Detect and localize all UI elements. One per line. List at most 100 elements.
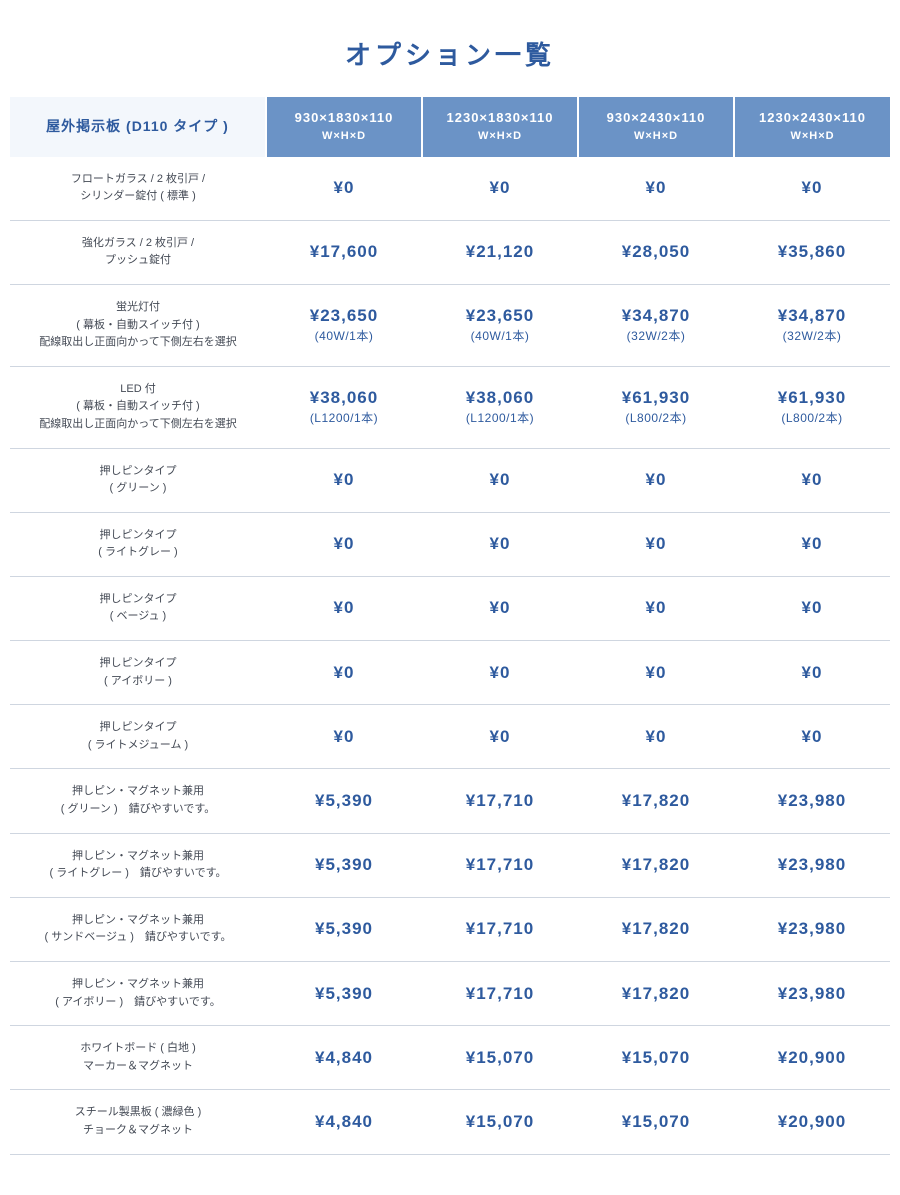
price-cell: ¥17,820 xyxy=(578,897,734,961)
price-cell: ¥20,900 xyxy=(734,1026,890,1090)
price-subtext: (L1200/1本) xyxy=(270,409,418,426)
price-value: ¥23,650 xyxy=(466,306,534,325)
table-row: ホワイトボード ( 白地 )マーカー＆マグネット¥4,840¥15,070¥15… xyxy=(10,1026,890,1090)
price-value: ¥0 xyxy=(334,663,355,682)
price-value: ¥17,820 xyxy=(622,919,690,938)
price-value: ¥21,120 xyxy=(466,242,534,261)
row-label: 押しピンタイプ( ライトメジューム ) xyxy=(10,705,266,769)
price-cell: ¥28,050 xyxy=(578,220,734,284)
header-col-0: 930×1830×110 W×H×D xyxy=(266,97,422,157)
header-col-3: 1230×2430×110 W×H×D xyxy=(734,97,890,157)
price-cell: ¥0 xyxy=(422,448,578,512)
price-cell: ¥17,820 xyxy=(578,833,734,897)
row-label: スチール製黒板 ( 濃緑色 )チョーク＆マグネット xyxy=(10,1090,266,1154)
price-value: ¥0 xyxy=(646,598,667,617)
price-cell: ¥17,710 xyxy=(422,897,578,961)
price-cell: ¥0 xyxy=(422,512,578,576)
price-cell: ¥17,710 xyxy=(422,962,578,1026)
header-col-whd: W×H×D xyxy=(271,129,417,144)
price-value: ¥0 xyxy=(802,534,823,553)
price-cell: ¥17,710 xyxy=(422,769,578,833)
price-cell: ¥38,060 (L1200/1本) xyxy=(422,366,578,448)
price-value: ¥0 xyxy=(802,178,823,197)
price-cell: ¥0 xyxy=(266,705,422,769)
price-subtext: (40W/1本) xyxy=(270,327,418,344)
price-cell: ¥15,070 xyxy=(422,1090,578,1154)
price-cell: ¥0 xyxy=(734,512,890,576)
price-cell: ¥0 xyxy=(422,157,578,221)
price-cell: ¥0 xyxy=(578,705,734,769)
price-subtext: (L800/2本) xyxy=(582,409,730,426)
price-cell: ¥0 xyxy=(734,641,890,705)
price-cell: ¥0 xyxy=(422,705,578,769)
price-value: ¥35,860 xyxy=(778,242,846,261)
row-label: 押しピン・マグネット兼用( アイボリー ) 錆びやすいです。 xyxy=(10,962,266,1026)
price-value: ¥38,060 xyxy=(466,388,534,407)
price-value: ¥0 xyxy=(490,598,511,617)
price-cell: ¥17,600 xyxy=(266,220,422,284)
price-value: ¥15,070 xyxy=(622,1112,690,1131)
price-cell: ¥61,930(L800/2本) xyxy=(734,366,890,448)
price-value: ¥4,840 xyxy=(315,1112,373,1131)
price-cell: ¥23,980 xyxy=(734,833,890,897)
row-label: 強化ガラス / 2 枚引戸 /プッシュ錠付 xyxy=(10,220,266,284)
row-label: 押しピン・マグネット兼用( グリーン ) 錆びやすいです。 xyxy=(10,769,266,833)
table-row: LED 付( 幕板・自動スイッチ付 )配線取出し正面向かって下側左右を選択¥38… xyxy=(10,366,890,448)
price-cell: ¥5,390 xyxy=(266,833,422,897)
price-value: ¥0 xyxy=(646,470,667,489)
price-cell: ¥17,820 xyxy=(578,962,734,1026)
price-cell: ¥15,070 xyxy=(578,1090,734,1154)
header-col-dims: 1230×2430×110 xyxy=(739,109,886,127)
price-value: ¥23,650 xyxy=(310,306,378,325)
row-label: ホワイトボード ( 白地 )マーカー＆マグネット xyxy=(10,1026,266,1090)
price-value: ¥34,870 xyxy=(622,306,690,325)
row-label: 押しピンタイプ( グリーン ) xyxy=(10,448,266,512)
header-col-dims: 930×2430×110 xyxy=(583,109,729,127)
price-value: ¥17,710 xyxy=(466,791,534,810)
price-subtext: (40W/1本) xyxy=(426,327,574,344)
price-cell: ¥0 xyxy=(734,705,890,769)
price-value: ¥0 xyxy=(802,727,823,746)
price-cell: ¥0 xyxy=(578,448,734,512)
price-cell: ¥0 xyxy=(266,641,422,705)
price-cell: ¥35,860 xyxy=(734,220,890,284)
header-col-whd: W×H×D xyxy=(583,129,729,144)
price-value: ¥23,980 xyxy=(778,855,846,874)
header-col-dims: 1230×1830×110 xyxy=(427,109,573,127)
price-cell: ¥0 xyxy=(266,448,422,512)
price-cell: ¥5,390 xyxy=(266,962,422,1026)
price-value: ¥0 xyxy=(334,178,355,197)
price-value: ¥0 xyxy=(646,663,667,682)
price-value: ¥5,390 xyxy=(315,919,373,938)
table-row: スチール製黒板 ( 濃緑色 )チョーク＆マグネット ¥4,840 ¥15,070 ¥1… xyxy=(10,1090,890,1154)
price-subtext: (L800/2本) xyxy=(738,409,886,426)
price-value: ¥0 xyxy=(802,598,823,617)
price-value: ¥0 xyxy=(334,470,355,489)
table-row: フロートガラス / 2 枚引戸 /シリンダー錠付 ( 標準 ) ¥0 ¥0 ¥0 ¥0 xyxy=(10,157,890,221)
price-value: ¥0 xyxy=(802,663,823,682)
price-cell: ¥0 xyxy=(266,512,422,576)
price-cell: ¥34,870 (32W/2本) xyxy=(578,284,734,366)
price-value: ¥0 xyxy=(646,178,667,197)
price-subtext: (L1200/1本) xyxy=(426,409,574,426)
price-subtext: (32W/2本) xyxy=(582,327,730,344)
row-label: 押しピンタイプ( ベージュ ) xyxy=(10,576,266,640)
price-value: ¥5,390 xyxy=(315,855,373,874)
row-label: フロートガラス / 2 枚引戸 /シリンダー錠付 ( 標準 ) xyxy=(10,157,266,221)
price-cell: ¥15,070 xyxy=(422,1026,578,1090)
price-value: ¥0 xyxy=(490,534,511,553)
row-label: 押しピン・マグネット兼用( ライトグレー ) 錆びやすいです。 xyxy=(10,833,266,897)
price-value: ¥0 xyxy=(646,727,667,746)
price-value: ¥15,070 xyxy=(622,1048,690,1067)
table-row: 押しピン・マグネット兼用( サンドベージュ ) 錆びやすいです。¥5,390¥1… xyxy=(10,897,890,961)
price-cell: ¥23,980 xyxy=(734,897,890,961)
price-value: ¥0 xyxy=(490,178,511,197)
price-value: ¥15,070 xyxy=(466,1112,534,1131)
price-cell: ¥4,840 xyxy=(266,1090,422,1154)
price-value: ¥23,980 xyxy=(778,791,846,810)
row-label: 蛍光灯付( 幕板・自動スイッチ付 )配線取出し正面向かって下側左右を選択 xyxy=(10,284,266,366)
price-cell: ¥5,390 xyxy=(266,897,422,961)
table-row: 押しピンタイプ( アイボリー )¥0¥0¥0¥0 xyxy=(10,641,890,705)
price-cell: ¥34,870(32W/2本) xyxy=(734,284,890,366)
price-cell: ¥0 xyxy=(734,448,890,512)
